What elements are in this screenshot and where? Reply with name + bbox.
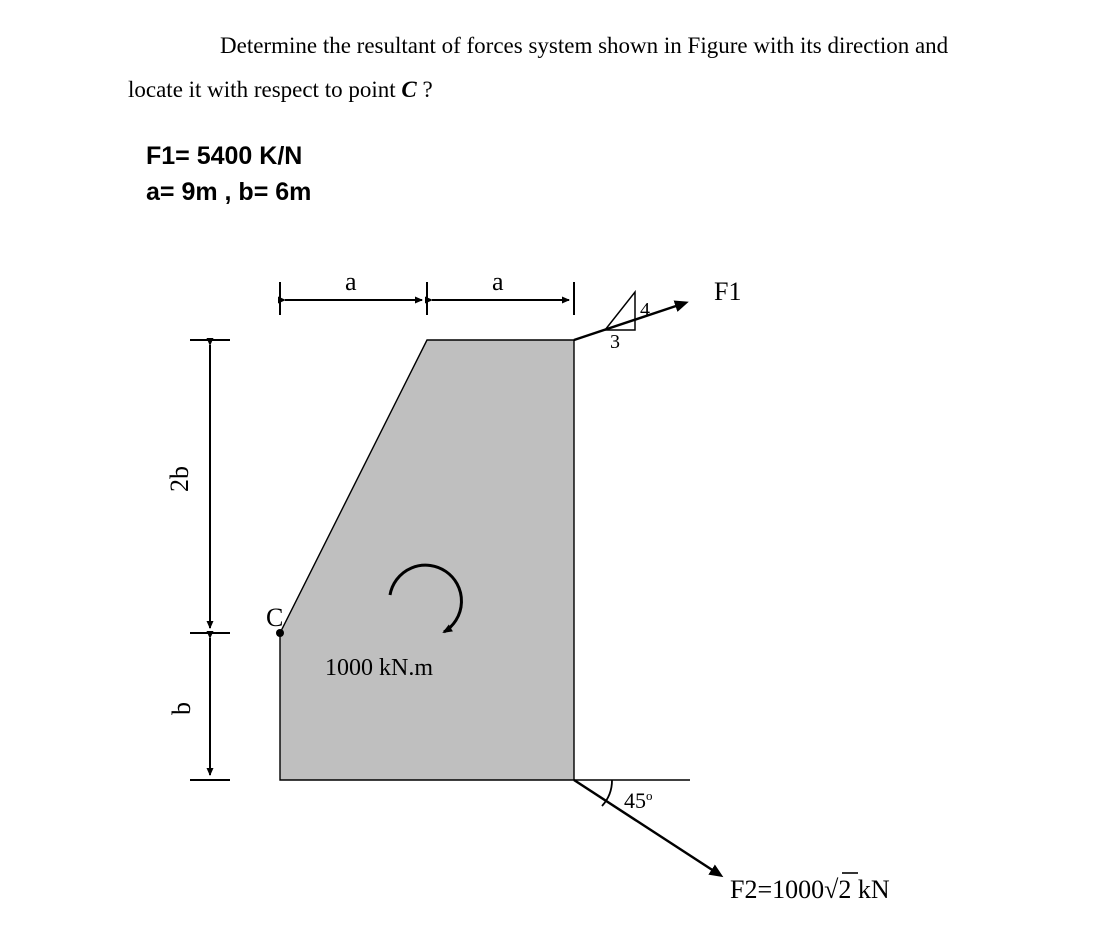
given-f1: F1= 5400 K/N — [146, 142, 302, 171]
problem-line2-suffix: ? — [417, 77, 433, 102]
svg-text:F2=1000√2 kN: F2=1000√2 kN — [730, 875, 890, 904]
slope-run: 3 — [610, 331, 620, 353]
label-b: b — [167, 702, 196, 715]
force-diagram: C a a 2b b 3 4 F1 1000 kN.m 45o F2=1000√… — [130, 260, 980, 920]
problem-statement: Determine the resultant of forces system… — [128, 24, 1008, 111]
point-c-label: C — [401, 77, 416, 102]
label-2b: 2b — [165, 466, 194, 492]
body-shape — [280, 340, 574, 780]
label-moment: 1000 kN.m — [325, 655, 433, 681]
problem-line2-prefix: locate it with respect to point — [128, 77, 401, 102]
label-a2: a — [492, 267, 504, 296]
slope-rise: 4 — [640, 299, 650, 321]
label-angle: 45o — [624, 788, 653, 813]
force-f1-arrow — [574, 303, 685, 340]
given-ab: a= 9m , b= 6m — [146, 178, 311, 207]
label-f1: F1 — [714, 277, 741, 306]
label-f2: F2=1000√2 kN — [730, 873, 890, 904]
label-c: C — [266, 603, 283, 632]
label-a1: a — [345, 267, 357, 296]
problem-line1: Determine the resultant of forces system… — [220, 33, 948, 58]
